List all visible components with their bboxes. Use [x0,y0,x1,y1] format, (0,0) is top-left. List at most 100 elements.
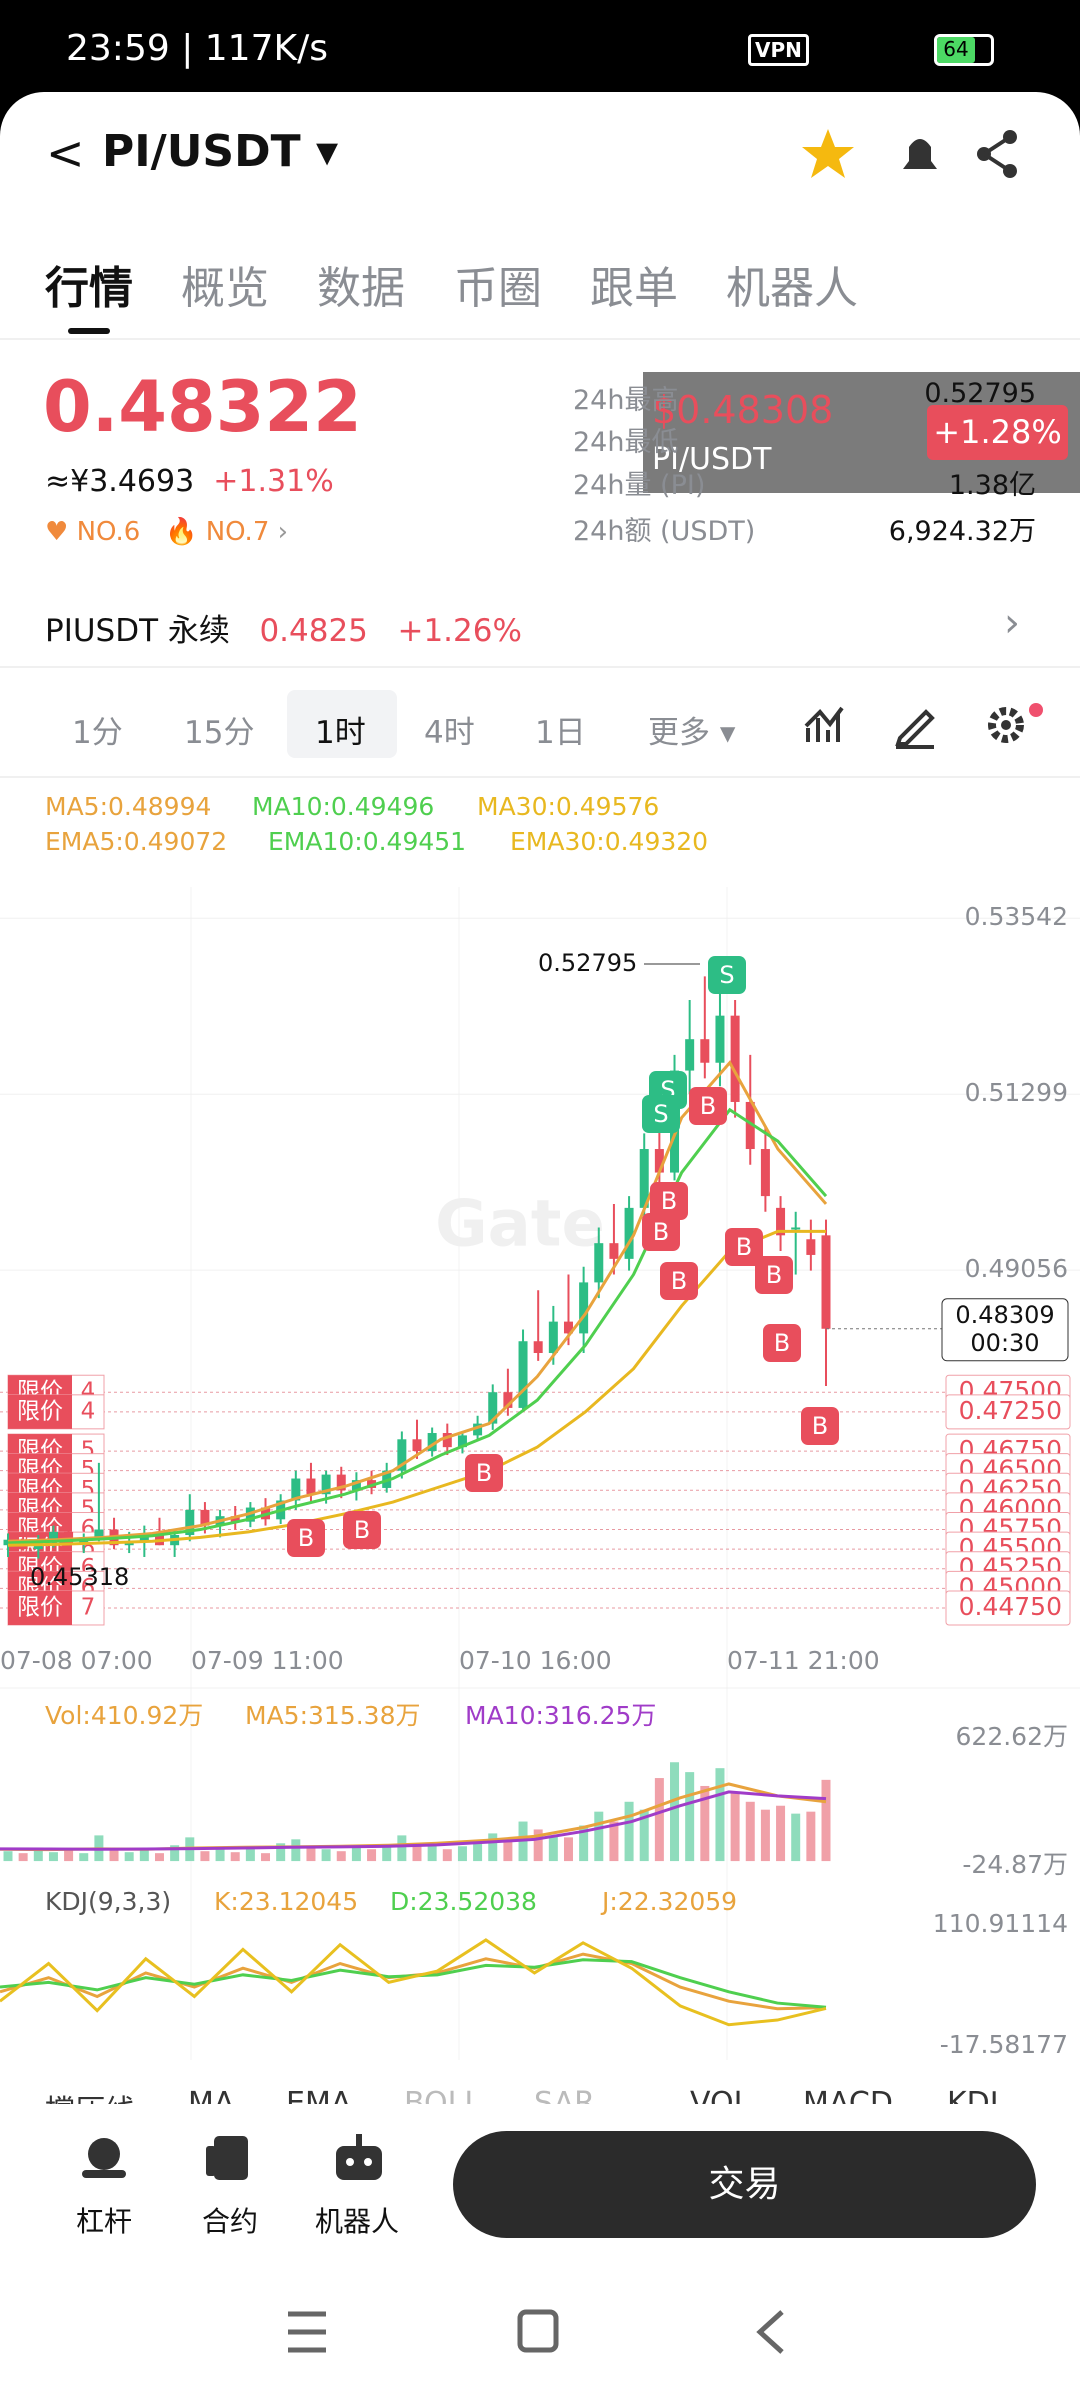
bottom-item[interactable]: 机器人 [314,2205,399,2238]
volume-bar [351,1845,361,1862]
candle-body [806,1239,816,1255]
trade-marker [755,1256,793,1294]
candle-body [579,1282,589,1334]
candle-body [624,1207,634,1259]
candle-body [336,1474,346,1491]
indicator-tab[interactable]: SAR [534,2086,595,2104]
indicator-tab[interactable]: VOL [690,2086,751,2104]
alert-bell[interactable] [903,139,937,169]
high-label: 0.52795 [538,949,637,977]
volume-bar [488,1833,498,1862]
volume-bar [609,1821,619,1862]
candle-body [730,1015,740,1102]
current-countdown: 00:30 [970,1329,1039,1357]
indicator-tab[interactable]: EMA [286,2086,352,2104]
indicator-tab[interactable]: MA [188,2086,235,2104]
cny-price: ≈¥3.4693 +1.31% [45,464,334,499]
status-time: 23:59 | 117K/s [66,28,328,69]
trade-marker [725,1228,763,1266]
candle-body [639,1149,649,1208]
price-popup: $0.48308 +1.28% PI/USDT [643,372,1080,493]
share[interactable] [977,130,1017,178]
bottom-item[interactable]: 合约 [201,2205,258,2238]
draw-icon[interactable] [895,709,935,749]
tab[interactable]: 行情 [45,263,133,314]
candle-body [442,1433,452,1448]
limit-count: 7 [81,1594,96,1620]
y-tick-label: 0.51299 [965,1078,1068,1107]
candle-body [64,1531,74,1543]
volume-bar [700,1785,710,1862]
indicator-tab[interactable]: MACD [803,2086,893,2104]
interval[interactable]: 更多 ▾ [648,715,736,751]
candle-body [473,1423,483,1436]
candle-body [654,1149,664,1173]
limit-price: 0.47250 [959,1396,1062,1425]
x-label: 07-09 11:00 [191,1646,344,1675]
bottom-item[interactable]: 杠杆 [75,2205,132,2238]
tab[interactable]: 币圈 [454,263,542,314]
volume-label: Vol:410.92万 [45,1701,203,1730]
volume-bar [18,1853,28,1862]
volume-bar [48,1852,58,1862]
volume-bar [367,1849,377,1862]
interval[interactable]: 1日 [535,715,586,751]
perpetual-row[interactable]: PIUSDT 永续 0.4825 +1.26% [45,613,522,649]
ma-label: MA5:0.48994 [45,792,212,821]
volume-bar [791,1813,801,1862]
tab[interactable]: 跟单 [590,263,678,314]
interval[interactable]: 15分 [184,715,255,751]
nav-bar [288,2309,784,2354]
interval[interactable]: 4时 [424,715,475,751]
tab[interactable]: 机器人 [726,263,858,314]
low-label: 0.45318 [30,1563,129,1591]
kdj-label: D:23.52038 [390,1887,537,1916]
candle-body [700,1039,710,1063]
volume-bar [760,1809,770,1862]
back-button[interactable]: < [46,126,85,180]
volume-bar [306,1847,316,1862]
nav-back[interactable] [756,2310,784,2354]
interval[interactable]: 1时 [315,715,366,751]
interval[interactable]: 1分 [72,715,123,751]
kdj-line [0,1938,827,2027]
trade-button[interactable]: 交易 [453,2131,1036,2238]
bottom-icons [82,2134,382,2180]
volume-bar [276,1843,286,1862]
tab[interactable]: 概览 [181,263,269,314]
trade-marker [660,1262,698,1300]
ma-line [7,1060,828,1543]
volume-bar [245,1849,255,1862]
tab[interactable]: 数据 [317,263,405,314]
candle-body [685,1039,695,1071]
settings-icon[interactable] [988,707,1024,743]
volume-bar [200,1851,210,1862]
trade-marker-label: B [700,1092,716,1120]
kdj-label: KDJ(9,3,3) [45,1887,171,1916]
stat-value: 0.52795 [924,378,1036,409]
candle-body [594,1243,604,1283]
indicator-tab[interactable]: BOLL [404,2086,482,2104]
volume-bar [64,1850,74,1862]
nav-menu[interactable] [288,2311,326,2353]
tool-icons [804,703,1043,749]
ranks[interactable]: ♥ NO.6 🔥 NO.7 › [45,517,289,547]
indicator-tab[interactable]: KDJ [947,2086,999,2104]
current-price: 0.48309 [955,1301,1054,1329]
indicator-icon[interactable] [804,706,844,742]
nav-home[interactable] [517,2309,559,2353]
pair-selector[interactable]: PI/USDT ▾ [102,126,339,177]
candle-body [548,1321,558,1354]
candle-body [185,1509,195,1536]
volume-tick-label: 622.62万 [956,1722,1068,1751]
volume-bar [654,1778,664,1862]
indicator-tab[interactable]: 撑压线 [45,2086,135,2104]
trade-marker [689,1087,727,1125]
chevron: › [1004,600,1020,646]
trade-marker [801,1407,839,1445]
stat-label: 24h额 (USDT) [573,516,756,547]
volume-bar [33,1849,43,1862]
favorite-star[interactable] [802,129,854,178]
trade-marker [642,1095,680,1133]
